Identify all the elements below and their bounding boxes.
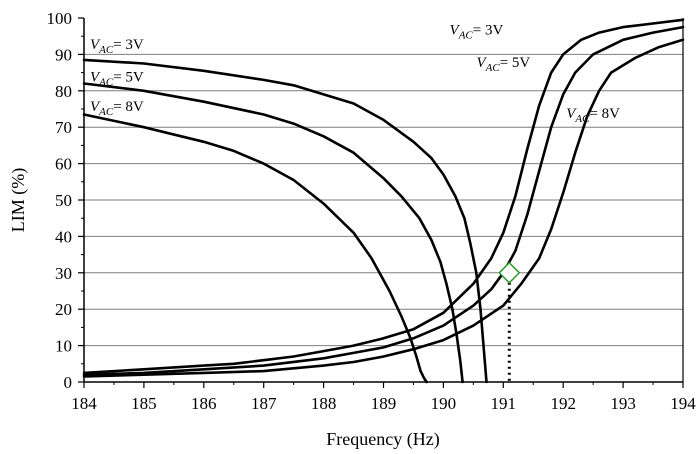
y-tick-label: 100	[47, 9, 73, 28]
y-tick-label: 60	[55, 155, 72, 174]
y-tick-label: 0	[64, 373, 73, 392]
x-tick-label: 191	[491, 394, 517, 413]
series-label-up-sweep-1: VAC= 5V	[476, 55, 530, 74]
axes	[78, 17, 684, 388]
y-tick-label: 50	[55, 191, 72, 210]
tick-labels: 0 10 20 30 40 50 60 70 80 90 100 184 185 186 187 188 189…	[47, 9, 697, 413]
y-tick-label: 30	[55, 264, 72, 283]
y-axis-title: LIM (%)	[8, 168, 29, 232]
series-line-up-sweep-0	[82, 18, 685, 375]
operating-point	[498, 261, 521, 382]
series-line-down-sweep-1	[82, 82, 464, 384]
series-label-down-sweep-0: VAC= 3V	[90, 37, 144, 56]
x-tick-label: 192	[550, 394, 576, 413]
series-line-up-sweep-2	[82, 38, 685, 378]
x-tick-label: 184	[71, 394, 97, 413]
y-tick-label: 80	[55, 82, 72, 101]
x-axis-title: Frequency (Hz)	[326, 429, 439, 450]
series-line-up-sweep-1	[82, 25, 685, 377]
series-labels: VAC= 3V VAC= 5V VAC= 8V VAC= 3V VAC= 5V VAC= …	[90, 22, 620, 125]
series-label-up-sweep-0: VAC= 3V	[450, 22, 504, 41]
series-label-down-sweep-1: VAC= 5V	[90, 70, 144, 89]
x-tick-label: 188	[311, 394, 337, 413]
series-label-down-sweep-2: VAC= 8V	[90, 99, 144, 118]
y-tick-label: 70	[55, 118, 72, 137]
gridlines	[84, 53, 683, 347]
x-tick-label: 190	[431, 394, 457, 413]
x-tick-label: 186	[191, 394, 217, 413]
x-tick-label: 185	[131, 394, 157, 413]
diamond-marker	[498, 261, 521, 284]
x-tick-label: 189	[371, 394, 397, 413]
series-lines	[82, 18, 685, 384]
x-tick-label: 194	[670, 394, 696, 413]
series-line-down-sweep-2	[82, 113, 428, 384]
y-tick-label: 20	[55, 300, 72, 319]
x-tick-label: 193	[610, 394, 636, 413]
x-tick-label: 187	[251, 394, 277, 413]
y-tick-label: 10	[55, 337, 72, 356]
y-tick-label: 90	[55, 45, 72, 64]
y-tick-label: 40	[55, 227, 72, 246]
series-label-up-sweep-2: VAC= 8V	[566, 106, 620, 125]
